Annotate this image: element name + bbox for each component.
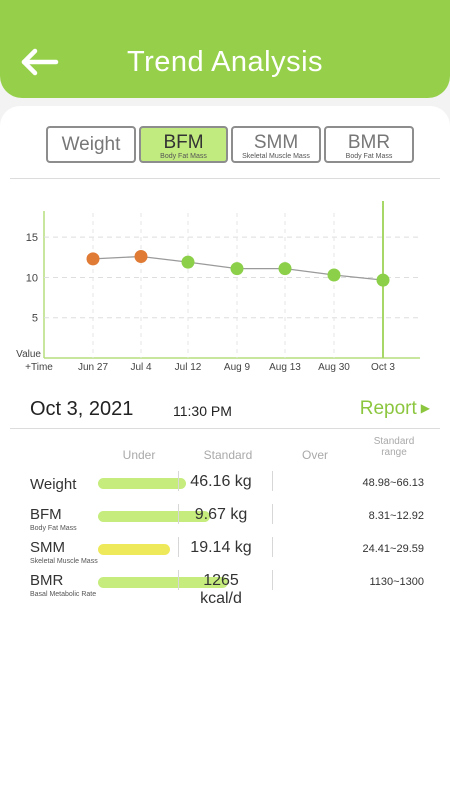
- play-icon: ▶: [420, 401, 430, 415]
- tab-sublabel: Body Fat Mass: [160, 153, 207, 160]
- divider: [178, 570, 179, 590]
- x-tick-label: Aug 30: [318, 362, 350, 373]
- divider: [272, 537, 273, 557]
- metric-tabs: Weight BFM Body Fat Mass SMM Skeletal Mu…: [46, 126, 416, 164]
- data-point: [376, 273, 390, 287]
- data-point: [86, 252, 100, 266]
- metric-row-smm: SMM Skeletal Muscle Mass 19.14 kg 24.41~…: [30, 537, 430, 571]
- metric-row-bfm: BFM Body Fat Mass 9.67 kg 8.31~12.92: [30, 504, 430, 538]
- data-point: [327, 268, 341, 282]
- x-tick-label: Jun 27: [78, 362, 108, 373]
- trend-chart[interactable]: 5 10 15 Value +Time Jun 27 Jul 4 Jul 12 Aug 9 Aug…: [0, 201, 450, 381]
- metric-name: Weight: [30, 476, 77, 493]
- divider: [10, 178, 440, 179]
- tab-label: SMM: [253, 132, 299, 153]
- level-bar: [98, 478, 186, 489]
- data-point: [134, 250, 148, 263]
- tab-sublabel: Body Fat Mass: [345, 153, 393, 160]
- metric-name: BMR: [30, 572, 64, 589]
- y-tick-label: 5: [32, 313, 38, 325]
- back-button[interactable]: [18, 46, 60, 78]
- tab-weight[interactable]: Weight: [46, 126, 136, 163]
- divider: [272, 471, 273, 491]
- selected-time: 11:30 PM: [173, 403, 232, 419]
- divider: [178, 504, 179, 524]
- metric-value: 1265 kcal/d: [200, 572, 242, 607]
- x-axis-label: +Time: [25, 362, 53, 373]
- metric-row-weight: Weight 46.16 kg 48.98~66.13: [30, 471, 430, 505]
- x-tick-label: Jul 12: [175, 362, 202, 373]
- metric-sublabel: Basal Metabolic Rate: [30, 591, 97, 598]
- divider: [272, 504, 273, 524]
- column-range-line2: range: [381, 447, 407, 458]
- back-arrow-icon: [21, 48, 59, 76]
- metric-range: 24.41~29.59: [362, 543, 424, 555]
- tab-bmr[interactable]: BMR Body Fat Mass: [324, 126, 414, 163]
- metric-sublabel: Body Fat Mass: [30, 525, 77, 532]
- metric-name: SMM: [30, 539, 65, 556]
- tab-smm[interactable]: SMM Skeletal Muscle Mass: [231, 126, 321, 163]
- metric-value: 9.67 kg: [194, 506, 248, 523]
- data-point: [278, 262, 292, 276]
- divider: [178, 471, 179, 491]
- y-tick-label: 10: [26, 272, 38, 284]
- level-bar: [98, 577, 228, 588]
- y-axis-label: Value: [16, 349, 41, 360]
- x-tick-label: Aug 13: [269, 362, 301, 373]
- y-tick-label: 15: [26, 232, 38, 244]
- column-standard: Standard: [203, 448, 253, 462]
- data-point: [181, 255, 195, 269]
- selection-row: Oct 3, 2021 11:30 PM Report ▶: [30, 396, 430, 426]
- report-label: Report: [359, 398, 417, 419]
- x-tick-label: Jul 4: [130, 362, 152, 373]
- level-bar: [98, 511, 210, 522]
- metric-row-bmr: BMR Basal Metabolic Rate 1265 kcal/d 113…: [30, 570, 430, 607]
- page-title: Trend Analysis: [126, 46, 324, 78]
- content-card: Weight BFM Body Fat Mass SMM Skeletal Mu…: [0, 106, 450, 800]
- tab-bfm[interactable]: BFM Body Fat Mass: [139, 126, 228, 163]
- report-link[interactable]: Report ▶: [360, 398, 430, 420]
- column-under: Under: [122, 448, 156, 462]
- x-tick-label: Oct 3: [371, 362, 395, 373]
- divider: [272, 570, 273, 590]
- metric-value: 19.14 kg: [190, 539, 252, 556]
- tab-label: BMR: [347, 132, 391, 153]
- tab-sublabel: Skeletal Muscle Mass: [242, 153, 310, 160]
- divider: [10, 428, 440, 429]
- column-range: Standard range: [364, 436, 424, 458]
- metric-range: 8.31~12.92: [368, 510, 424, 522]
- data-point: [230, 262, 244, 276]
- level-bar: [98, 544, 170, 555]
- column-range-line1: Standard: [373, 436, 415, 447]
- x-tick-label: Aug 9: [224, 362, 251, 373]
- metric-range: 1130~1300: [369, 576, 424, 588]
- tab-label: Weight: [61, 134, 121, 155]
- selected-date: Oct 3, 2021: [30, 398, 134, 420]
- metric-sublabel: Skeletal Muscle Mass: [30, 558, 98, 565]
- column-over: Over: [301, 448, 328, 462]
- divider: [178, 537, 179, 557]
- metric-name: BFM: [30, 506, 62, 523]
- metric-value: 46.16 kg: [190, 473, 252, 490]
- top-bar: Trend Analysis: [0, 0, 450, 98]
- metric-range: 48.98~66.13: [362, 477, 424, 489]
- tab-label: BFM: [163, 132, 204, 153]
